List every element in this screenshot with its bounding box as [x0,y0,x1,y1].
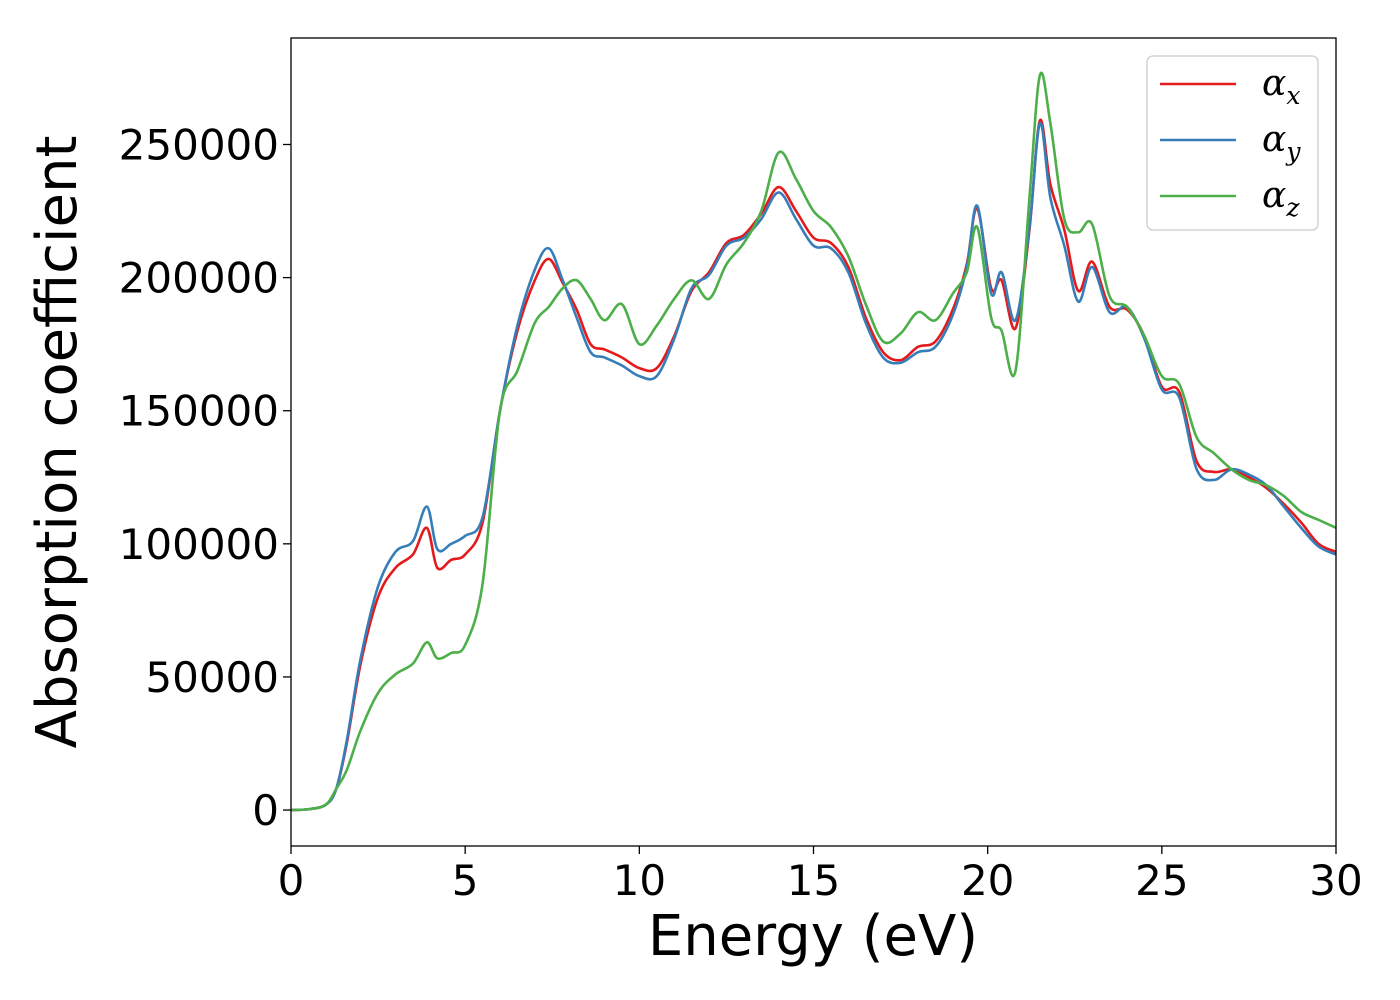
x-axis-label: Energy (eV) [648,904,978,969]
x-tick-label: 25 [1135,856,1188,905]
y-tick-label: 50000 [145,653,279,702]
y-tick-label: 200000 [119,254,279,303]
y-tick-label: 0 [252,786,279,835]
legend-box [1146,55,1319,231]
series-line-z [291,71,1336,812]
x-tick-label: 5 [452,856,479,905]
y-tick-label: 150000 [119,387,279,436]
y-tick-label: 100000 [119,520,279,569]
x-tick-label: 20 [961,856,1014,905]
x-tick-label: 15 [787,856,840,905]
series-layer [291,71,1336,812]
x-tick-label: 30 [1309,856,1362,905]
y-axis-label: Absorption coefficient [25,136,90,749]
x-tick-label: 10 [613,856,666,905]
y-tick-label: 250000 [119,120,279,169]
x-axis-ticks: 0 5 10 15 20 25 30 [278,846,1363,905]
y-axis-ticks: 0 50000 100000 150000 200000 250000 [119,120,291,835]
x-tick-label: 0 [278,856,305,905]
